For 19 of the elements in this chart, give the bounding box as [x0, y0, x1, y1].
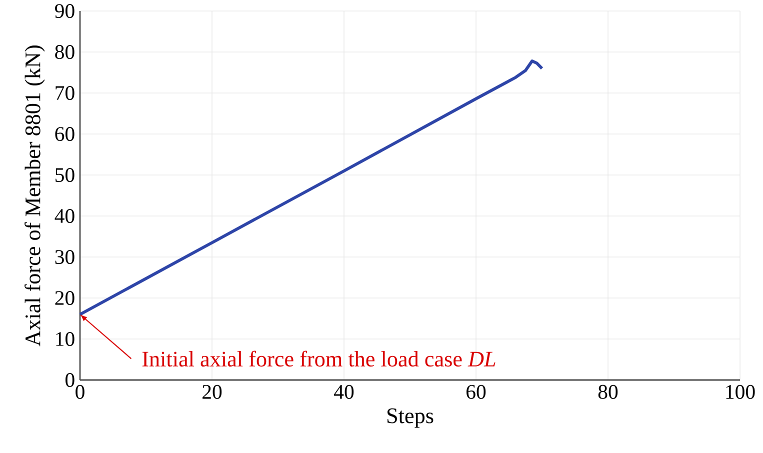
x-tick-label: 100: [726, 384, 755, 399]
x-tick-label: 40: [334, 384, 354, 399]
x-tick-label: 60: [466, 384, 486, 399]
y-tick-label: 90: [55, 4, 74, 18]
annotation: Initial axial force from the load case DL: [142, 350, 496, 367]
y-tick-label: 70: [56, 86, 74, 100]
x-axis-title: Steps: [387, 408, 434, 428]
x-tick-label: 20: [202, 384, 222, 399]
y-axis-title: Axial force of Member 8801 (kN): [24, 46, 45, 346]
y-tick-label: 40: [54, 209, 74, 223]
y-tick-label: 30: [55, 250, 74, 264]
y-tick-label: 10: [56, 332, 74, 346]
y-tick-label: 50: [56, 168, 74, 182]
y-tick-label: 20: [55, 291, 74, 305]
x-tick-label: 0: [76, 384, 84, 399]
x-tick-label: 80: [598, 384, 618, 399]
y-tick-label: 0: [66, 373, 74, 387]
y-tick-label: 60: [55, 127, 74, 141]
y-tick-label: 80: [55, 45, 74, 60]
